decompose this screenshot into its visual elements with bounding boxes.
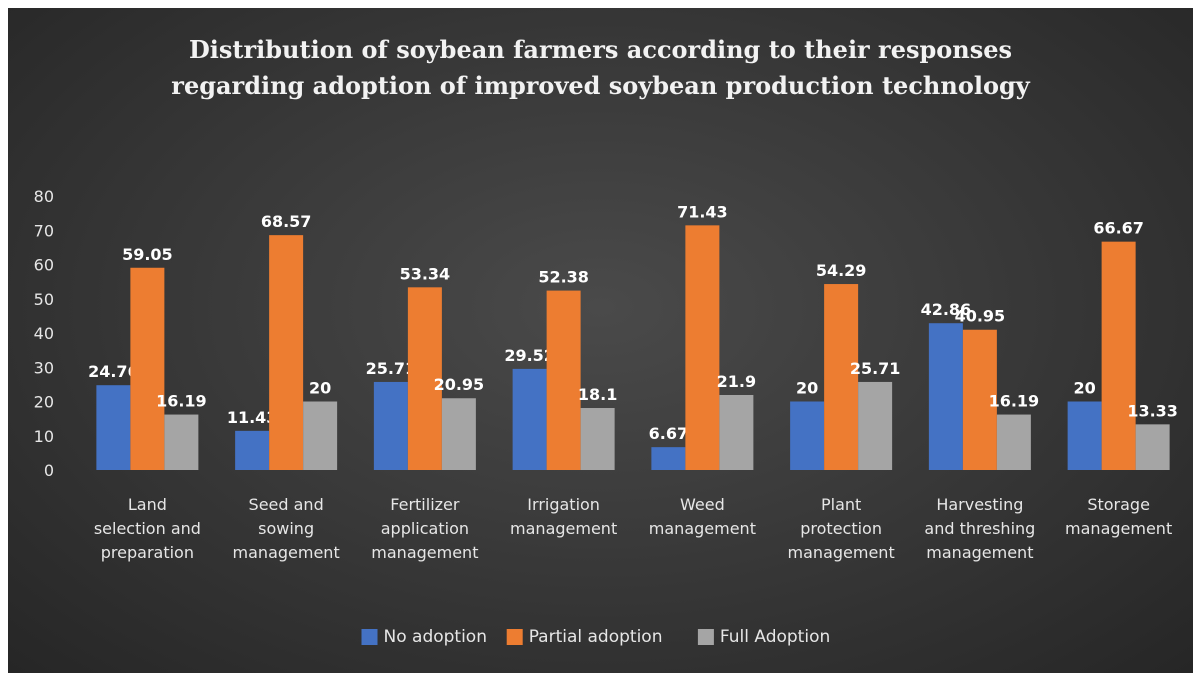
x-category-label: Fertilizer [390,495,460,514]
bar-partial-adoption [130,267,165,470]
chart-title-line-1: Distribution of soybean farmers accordin… [188,35,1013,64]
x-category-label: Harvesting [936,495,1023,514]
data-label: 29.52 [504,346,555,365]
bar-partial-adoption [962,329,997,470]
chart-title-line-2: regarding adoption of improved soybean p… [171,71,1030,100]
bar-partial-adoption [824,284,859,470]
y-tick-label: 60 [34,256,54,275]
bar-full-adoption [996,414,1031,470]
bar-no-adoption [790,401,825,470]
x-category-label: management [233,543,340,562]
bar-partial-adoption [546,290,581,470]
y-tick-label: 0 [44,461,54,480]
x-category-label: management [788,543,895,562]
bar-no-adoption [512,368,547,470]
legend-swatch-full-adoption [697,629,714,645]
y-tick-label: 40 [34,324,54,343]
bar-full-adoption [719,394,754,470]
bar-no-adoption [1067,401,1102,470]
data-label: 25.71 [366,359,417,378]
x-category-label: protection [800,519,882,538]
x-category-label: and threshing [924,519,1035,538]
bar-partial-adoption [1101,241,1136,470]
data-label: 21.9 [717,372,756,391]
chart-panel: Distribution of soybean farmers accordin… [8,8,1193,673]
x-category-label: Storage [1087,495,1150,514]
bar-full-adoption [303,401,338,470]
x-category-label: Land [128,495,167,514]
x-category-label: Weed [680,495,725,514]
x-category-label: application [381,519,469,538]
bar-no-adoption [373,381,408,470]
legend-label-no-adoption: No adoption [384,627,488,647]
legend-swatch-no-adoption [361,629,378,645]
legend-label-partial-adoption: Partial adoption [529,627,663,647]
y-tick-label: 50 [34,290,54,309]
bar-full-adoption [1135,424,1170,470]
x-category-label: management [510,519,617,538]
y-tick-label: 20 [34,393,54,412]
data-label: 40.95 [955,307,1006,326]
data-label: 42.86 [921,300,972,319]
bar-no-adoption [96,385,131,470]
bar-no-adoption [928,323,963,470]
x-category-label: management [926,543,1033,562]
data-label: 53.34 [400,264,451,283]
data-label: 24.76 [88,362,139,381]
data-label: 13.33 [1127,401,1178,420]
data-label: 66.67 [1093,219,1144,238]
data-label: 6.67 [649,424,688,443]
bar-partial-adoption [407,287,442,470]
chart-title: Distribution of soybean farmers accordin… [8,32,1193,104]
data-label: 11.43 [227,408,278,427]
bar-full-adoption [164,414,199,470]
data-label: 52.38 [538,268,589,287]
x-category-label: preparation [101,543,194,562]
x-category-label: management [649,519,756,538]
bar-full-adoption [580,408,615,470]
bar-partial-adoption [269,235,304,470]
data-label: 20 [1073,379,1095,398]
x-category-label: Plant [821,495,861,514]
bar-full-adoption [858,381,893,470]
y-tick-label: 30 [34,358,54,377]
x-category-label: Seed and [249,495,324,514]
data-label: 59.05 [122,245,173,264]
legend-swatch-partial-adoption [506,629,523,645]
bar-full-adoption [441,398,476,470]
legend-label-full-adoption: Full Adoption [720,627,830,647]
data-label: 20 [309,379,331,398]
y-tick-label: 70 [34,221,54,240]
x-category-label: management [1065,519,1172,538]
data-label: 16.19 [156,392,207,411]
data-label: 54.29 [816,261,867,280]
y-tick-label: 80 [34,187,54,206]
x-category-label: Irrigation [527,495,600,514]
data-label: 20 [796,379,818,398]
data-label: 20.95 [434,375,485,394]
data-label: 16.19 [989,392,1040,411]
bar-no-adoption [651,447,686,470]
x-category-label: management [371,543,478,562]
bar-partial-adoption [685,225,720,470]
bar-chart: 0 10 20 30 40 50 60 70 80 24.76 59.05 16.19 Land sele… [34,187,1178,647]
bar-no-adoption [235,430,270,470]
data-label: 25.71 [850,359,901,378]
data-label: 71.43 [677,202,728,221]
y-tick-label: 10 [34,427,54,446]
data-label: 18.1 [578,385,617,404]
x-category-label: selection and [94,519,201,538]
data-label: 68.57 [261,212,312,231]
x-category-label: sowing [258,519,314,538]
